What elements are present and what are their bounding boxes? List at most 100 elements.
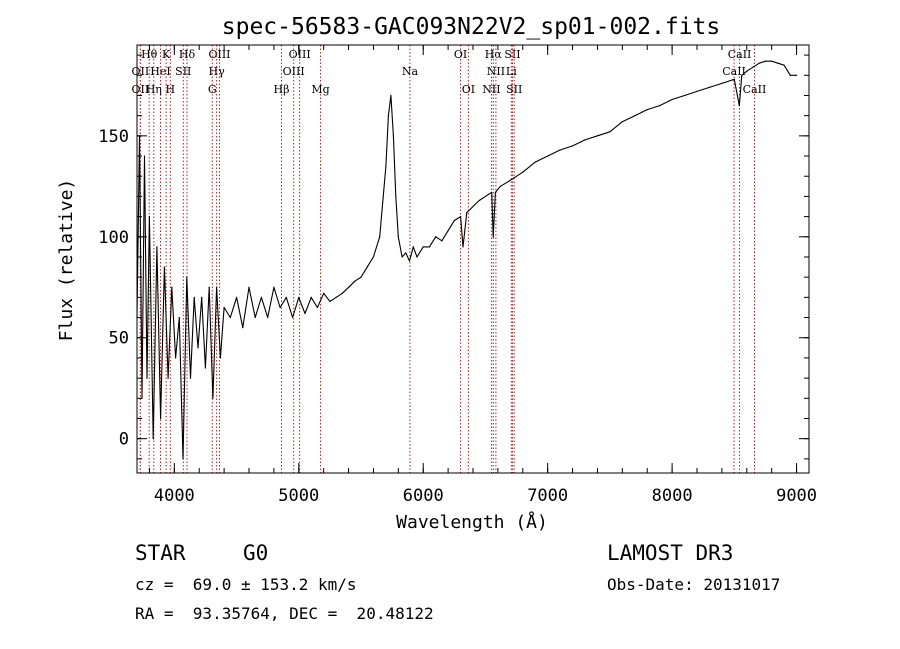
spectrum-point [163,266,165,268]
spectrum-point [484,195,487,198]
spectrum-point [435,236,437,238]
spectrum-point [789,74,791,76]
spectrum-point [174,357,177,359]
spectrum-point [795,74,798,76]
x-tick-label: 6000 [403,486,444,506]
y-tick-label: 0 [119,430,129,450]
line-id-label: CaII [728,48,752,61]
spectrum-point [416,256,418,258]
spectrum-point [304,312,306,315]
spectrum-point [492,236,494,238]
spectrum-point [208,286,210,288]
spectrum-point [160,417,162,420]
spectrum-point [509,179,511,181]
spectrum-point [204,367,207,369]
spectrum-point [764,60,767,62]
x-tick-label: 9000 [776,486,817,506]
spectrum-point [212,397,214,399]
y-tick-label: 50 [109,329,129,349]
spectrum-point [197,347,199,349]
spectrum-point [783,64,785,66]
spectrum-point [412,246,414,248]
y-tick-label: 150 [98,127,129,147]
x-tick-label: 4000 [154,486,195,506]
spectrum-point [752,66,754,68]
spectrum-point [395,195,397,198]
spectrum-point [379,236,381,238]
spectrum-point [428,246,431,248]
line-id-label: SII [506,83,522,96]
line-id-label: K [162,48,171,61]
spectrum-point [746,70,748,72]
plot-frame [136,44,810,474]
spectrum-point [584,139,586,141]
spectrum-point [354,280,356,282]
coordinates: RA = 93.35764, DEC = 20.48122 [135,604,434,623]
x-tick-label: 5000 [278,486,319,506]
spectrum-point [341,292,343,294]
spectrum-point [534,161,536,163]
spectrum-point [323,292,325,294]
spectrum-point [178,316,180,319]
spectrum-point [201,296,203,298]
spectrum-point [696,90,698,93]
line-id-label: SII [175,65,191,78]
x-tick-label: 7000 [527,486,568,506]
line-id-label: HeI [150,65,170,78]
line-id-label: OII [132,83,150,96]
spectrum-point [223,306,225,309]
spectrum-point [478,199,480,202]
spectrum-point [216,286,218,288]
spectrum-point [547,155,549,157]
spectrum-point [397,236,399,238]
spectrum-point [189,377,192,379]
spectrum-point [229,316,231,319]
line-id-label: Mg [311,83,329,96]
line-id-label: OIII [289,48,311,61]
spectrum-point [390,94,392,97]
line-id-label: Hγ [209,65,226,78]
spectrum-point [360,276,362,278]
spectrum-series [136,60,798,460]
spectrum-point [219,357,221,359]
spectrum-point [156,246,158,248]
spectrum-point [387,115,389,117]
line-id-label: NII [487,65,505,78]
spectrum-point [571,145,574,147]
spectrum-point [366,266,368,268]
spectrum-point [466,211,468,214]
chart-title: spec-56583-GAC093N22V2_sp01-002.fits [222,14,721,40]
line-id-label: OII [132,65,150,78]
spectrum-point [621,121,623,123]
spectrum-point [408,260,411,262]
line-id-label: CaII [722,65,746,78]
line-id-label: Hη [146,83,162,96]
spectrum-point [167,377,169,379]
spectrum-point [491,191,493,193]
line-id-label: Hδ [179,48,196,61]
spectrum-point [777,62,779,64]
line-id-label: OI [454,48,467,61]
line-id-label: H [166,83,176,96]
spectrum-point [143,155,146,157]
spectrum-point [182,458,184,460]
spectrum-point [472,205,474,208]
spectrum-point [494,191,496,193]
spectrum-point [186,276,188,278]
line-id-label: CaII [743,83,767,96]
spectrum-point [273,286,275,288]
spectrum-point [248,286,250,288]
spectrum-line [136,60,797,460]
spectrum-point [422,246,424,248]
spectrum-point [279,306,281,309]
spectrum-point [758,62,760,64]
spectrum-point [708,86,711,88]
spectrum-point [462,246,464,248]
line-id-label: NII [482,83,500,96]
line-id-label: Hα [485,48,503,61]
line-id-label: G [208,83,217,96]
axes: 4000 5000 6000 7000 8000 9000 0 50 100 150 [98,45,817,506]
spectrum-point [646,109,648,111]
object-subclass: G0 [243,541,269,565]
